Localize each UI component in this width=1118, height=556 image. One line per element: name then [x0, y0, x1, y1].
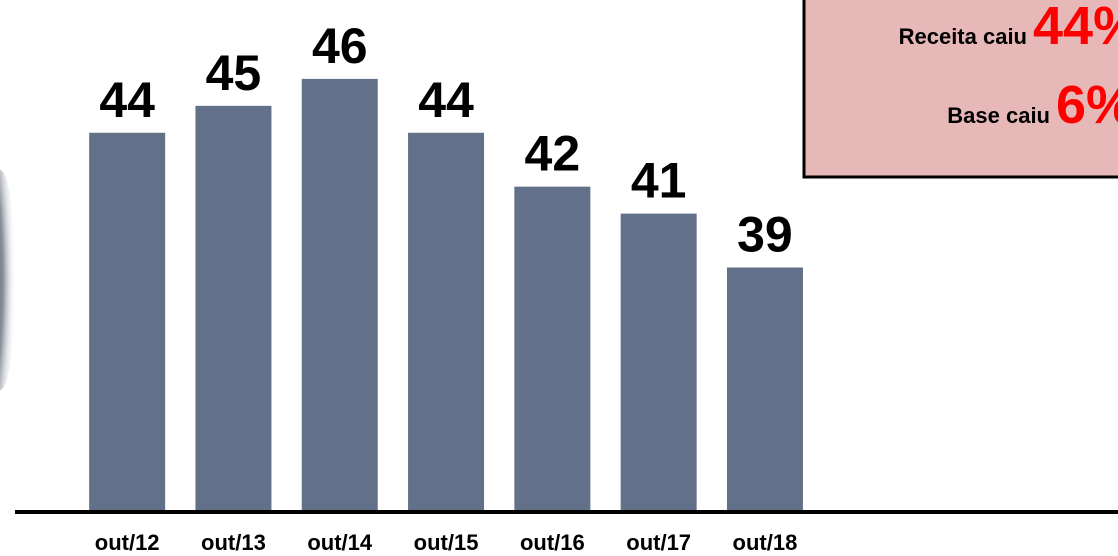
x-tick-label: out/13	[201, 530, 266, 555]
data-label: 41	[631, 153, 687, 209]
bar	[726, 267, 803, 510]
bar	[195, 105, 272, 510]
annotation-label: Receita caiu	[899, 24, 1027, 49]
x-tick-label: out/17	[626, 530, 691, 555]
data-label: 44	[99, 72, 155, 128]
x-tick-label: out/16	[520, 530, 585, 555]
data-label: 42	[525, 126, 581, 182]
annotation-value: 44%	[1033, 0, 1118, 56]
bar	[408, 132, 485, 510]
decoration	[0, 170, 16, 390]
annotation: Base caiu	[947, 103, 1050, 128]
annotation: Receita caiu	[899, 24, 1027, 49]
bar	[514, 186, 591, 510]
bar	[301, 78, 378, 510]
x-tick-label: out/18	[733, 530, 798, 555]
bar	[89, 132, 166, 510]
data-label: 44	[418, 72, 474, 128]
annotation-value: 6%	[1056, 75, 1118, 135]
data-label: 39	[737, 207, 793, 263]
x-tick-label: out/15	[414, 530, 479, 555]
data-label: 45	[206, 45, 262, 101]
data-label: 46	[312, 18, 368, 74]
bar	[620, 213, 697, 510]
annotation-label: Base caiu	[947, 103, 1050, 128]
callout-box	[802, 0, 1118, 179]
x-tick-label: out/12	[95, 530, 160, 555]
x-tick-label: out/14	[307, 530, 373, 555]
